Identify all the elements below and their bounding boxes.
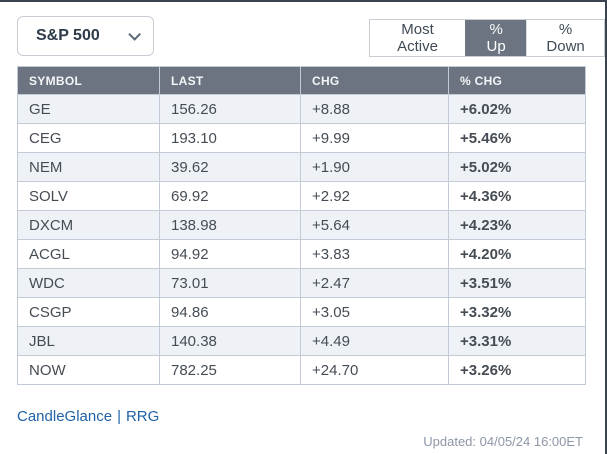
tab-most-active[interactable]: Most Active [370, 20, 466, 56]
table-row: JBL 140.38 +4.49 +3.31% [17, 326, 586, 356]
symbol-cell[interactable]: CSGP [17, 297, 160, 327]
pct-change-cell: +5.02% [448, 152, 586, 182]
symbol-cell[interactable]: SOLV [17, 181, 160, 211]
symbol-cell[interactable]: NOW [17, 355, 160, 385]
quotes-table: SYMBOL LAST CHG % CHG GE 156.26 +8.88 +6… [17, 66, 586, 385]
last-price-cell: 69.92 [159, 181, 301, 211]
change-cell: +2.47 [300, 268, 449, 298]
last-price-cell: 94.92 [159, 239, 301, 269]
table-row: SOLV 69.92 +2.92 +4.36% [17, 181, 586, 211]
table-row: CEG 193.10 +9.99 +5.46% [17, 123, 586, 153]
last-price-cell: 140.38 [159, 326, 301, 356]
footer-links: CandleGlance | RRG [17, 408, 159, 425]
table-row: NOW 782.25 +24.70 +3.26% [17, 355, 586, 385]
column-header-last: LAST [159, 66, 301, 95]
quotes-table-body: GE 156.26 +8.88 +6.02% CEG 193.10 +9.99 … [17, 94, 586, 385]
change-cell: +4.49 [300, 326, 449, 356]
tab-up[interactable]: % Up [465, 20, 527, 56]
symbol-cell[interactable]: WDC [17, 268, 160, 298]
table-row: DXCM 138.98 +5.64 +4.23% [17, 210, 586, 240]
index-select-value: S&P 500 [36, 27, 100, 44]
change-cell: +3.05 [300, 297, 449, 327]
symbol-cell[interactable]: DXCM [17, 210, 160, 240]
pct-change-cell: +4.20% [448, 239, 586, 269]
table-header-row: SYMBOL LAST CHG % CHG [17, 66, 586, 95]
last-price-cell: 94.86 [159, 297, 301, 327]
change-cell: +8.88 [300, 94, 449, 124]
tab-down[interactable]: % Down [526, 20, 604, 56]
last-price-cell: 39.62 [159, 152, 301, 182]
last-price-cell: 73.01 [159, 268, 301, 298]
pct-change-cell: +3.31% [448, 326, 586, 356]
updated-timestamp: Updated: 04/05/24 16:00ET [423, 434, 583, 449]
table-row: WDC 73.01 +2.47 +3.51% [17, 268, 586, 298]
table-row: CSGP 94.86 +3.05 +3.32% [17, 297, 586, 327]
chevron-down-icon [128, 27, 141, 41]
pct-change-cell: +4.36% [448, 181, 586, 211]
column-header-symbol: SYMBOL [17, 66, 160, 95]
pct-change-cell: +3.32% [448, 297, 586, 327]
change-cell: +5.64 [300, 210, 449, 240]
change-cell: +3.83 [300, 239, 449, 269]
table-row: NEM 39.62 +1.90 +5.02% [17, 152, 586, 182]
symbol-cell[interactable]: ACGL [17, 239, 160, 269]
rrg-link[interactable]: RRG [125, 408, 160, 425]
last-price-cell: 782.25 [159, 355, 301, 385]
last-price-cell: 138.98 [159, 210, 301, 240]
column-header-chg: CHG [300, 66, 449, 95]
change-cell: +2.92 [300, 181, 449, 211]
symbol-cell[interactable]: GE [17, 94, 160, 124]
link-separator: | [117, 408, 121, 425]
pct-change-cell: +3.51% [448, 268, 586, 298]
column-header-pct-chg: % CHG [448, 66, 586, 95]
change-cell: +9.99 [300, 123, 449, 153]
symbol-cell[interactable]: CEG [17, 123, 160, 153]
change-cell: +1.90 [300, 152, 449, 182]
index-select[interactable]: S&P 500 [17, 16, 154, 56]
symbol-cell[interactable]: JBL [17, 326, 160, 356]
pct-change-cell: +5.46% [448, 123, 586, 153]
pct-change-cell: +4.23% [448, 210, 586, 240]
pct-change-cell: +3.26% [448, 355, 586, 385]
table-row: ACGL 94.92 +3.83 +4.20% [17, 239, 586, 269]
symbol-cell[interactable]: NEM [17, 152, 160, 182]
last-price-cell: 193.10 [159, 123, 301, 153]
pct-change-cell: +6.02% [448, 94, 586, 124]
last-price-cell: 156.26 [159, 94, 301, 124]
candleglance-link[interactable]: CandleGlance [17, 408, 113, 425]
view-toggle-group: Most Active% Up% Down [369, 19, 605, 57]
change-cell: +24.70 [300, 355, 449, 385]
table-row: GE 156.26 +8.88 +6.02% [17, 94, 586, 124]
